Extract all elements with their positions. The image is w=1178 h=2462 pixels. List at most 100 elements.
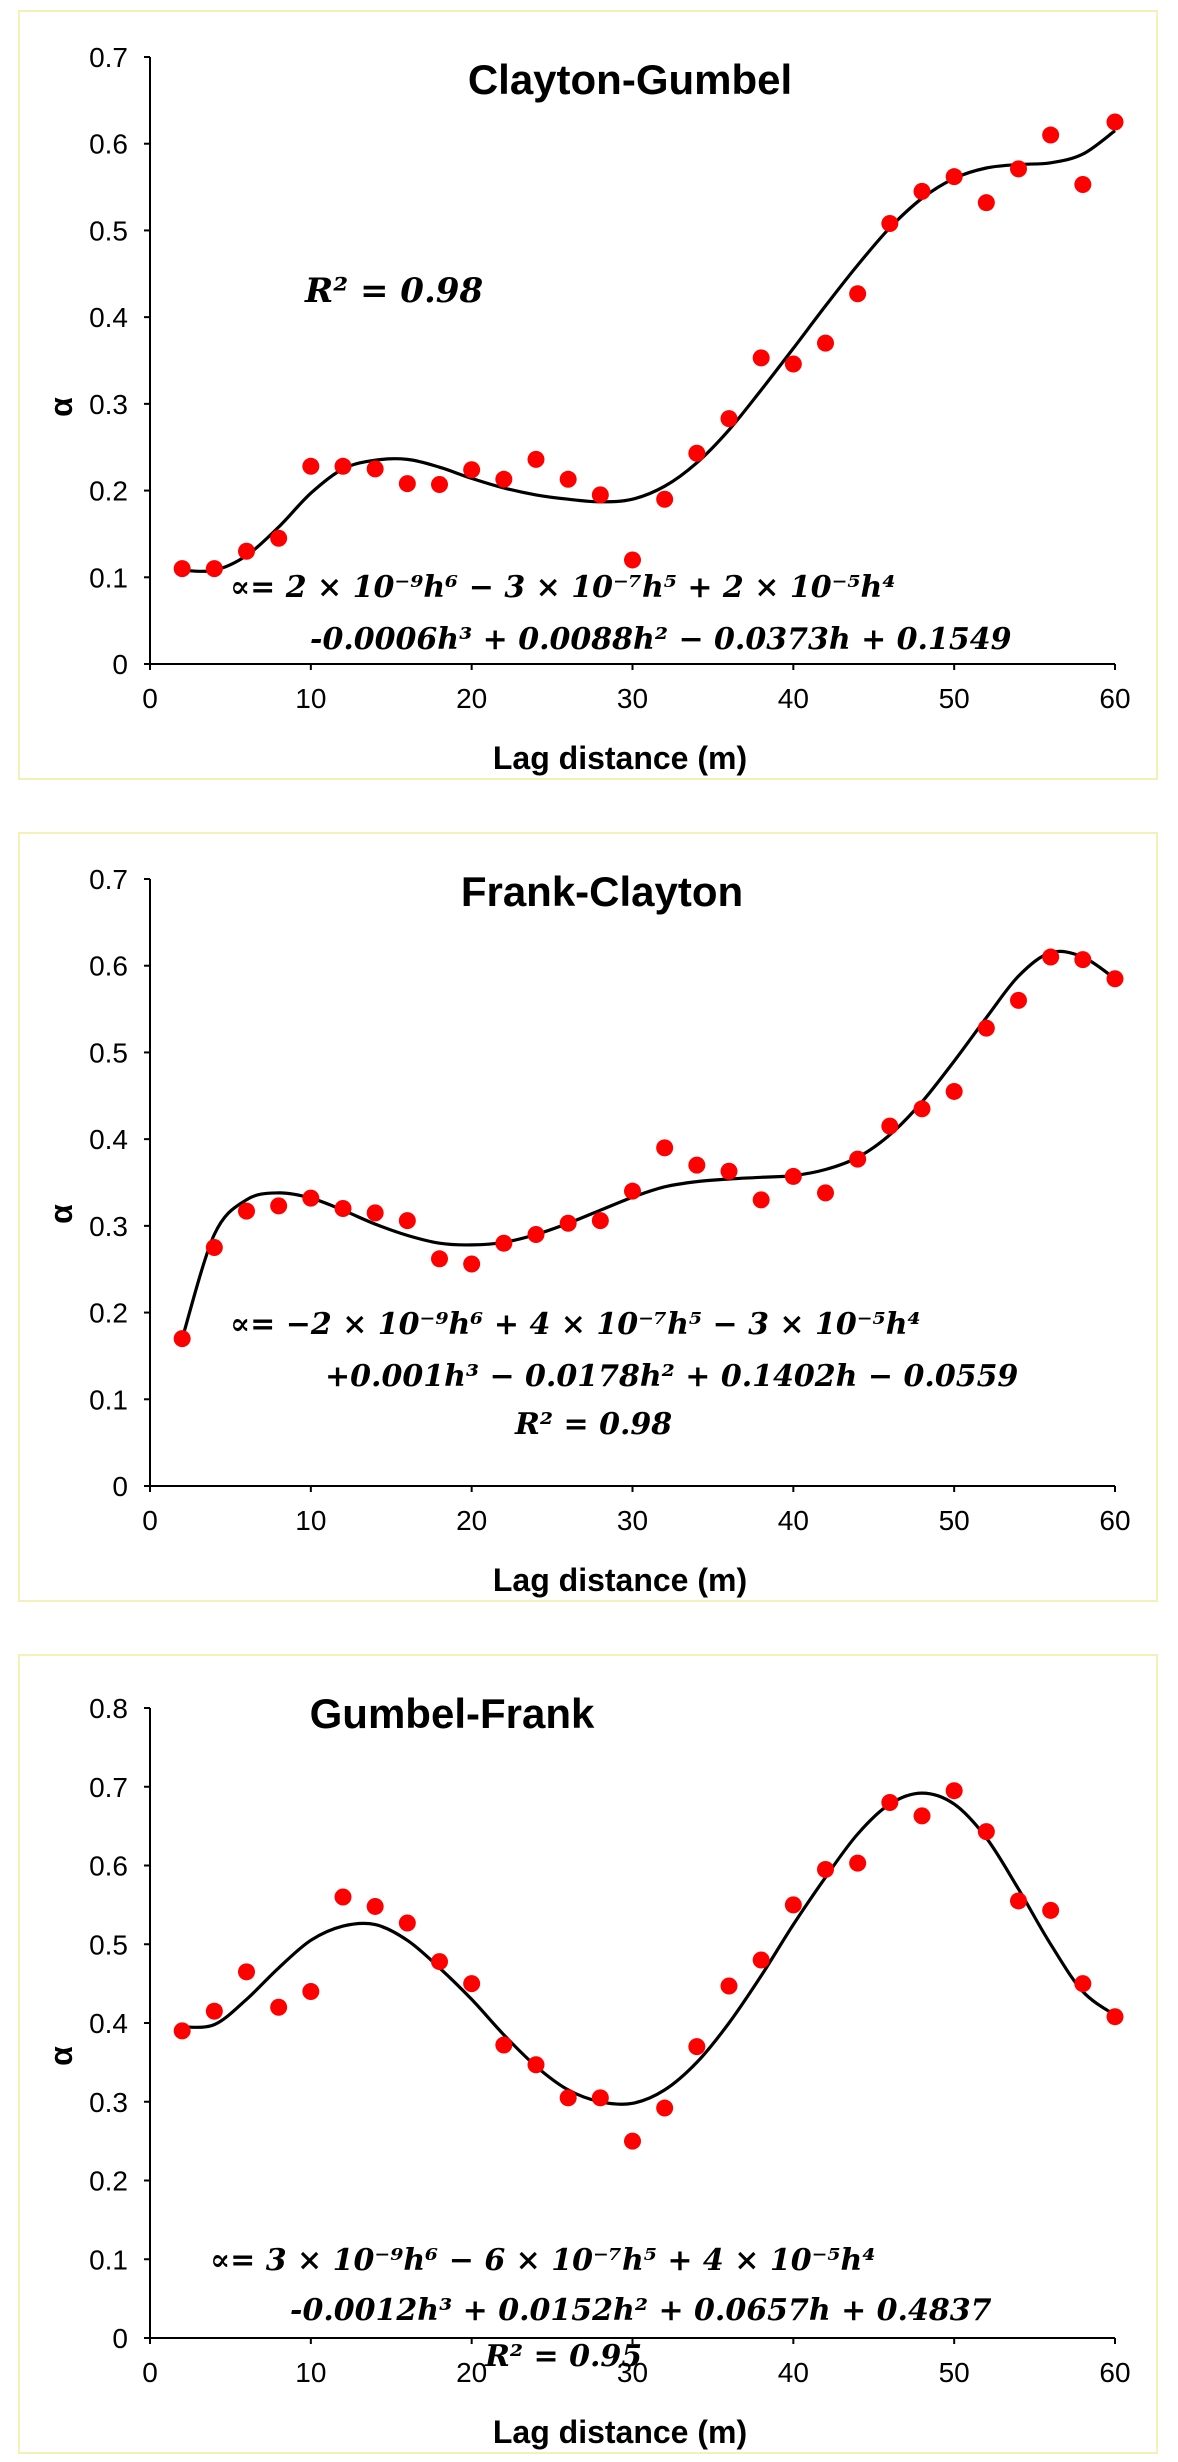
x-tick-label: 60 xyxy=(1099,1505,1130,1536)
trendline-curve xyxy=(180,949,1116,1340)
data-point xyxy=(173,1330,191,1348)
y-tick-label: 0.1 xyxy=(89,562,128,593)
data-point xyxy=(977,1019,995,1037)
data-point xyxy=(624,1182,641,1200)
y-axis-label: α xyxy=(43,397,79,417)
x-axis-label: Lag distance (m) xyxy=(493,1562,747,1598)
r-squared-label: R² = 0.98 xyxy=(514,1407,672,1442)
data-point xyxy=(752,1951,770,1969)
equation-line-2: -0.0006h³ + 0.0088h² − 0.0373h + 0.1549 xyxy=(310,622,1012,657)
data-point xyxy=(205,560,223,578)
chart-svg-clayton-gumbel: 0 0.1 0.2 0.3 0.4 0.5 0.6 0.7 0 10 20 30 40 50 60 Clay… xyxy=(43,42,1131,776)
data-point xyxy=(559,1214,577,1232)
y-tick-label: 0.6 xyxy=(89,951,128,982)
data-point xyxy=(398,1914,416,1932)
data-point xyxy=(591,1212,609,1230)
data-point xyxy=(1010,991,1027,1009)
data-point xyxy=(656,1139,674,1157)
data-point xyxy=(784,355,802,373)
data-point xyxy=(817,1860,834,1878)
x-tick-label: 20 xyxy=(456,2357,487,2388)
data-point xyxy=(205,1239,223,1257)
x-tick-label: 30 xyxy=(617,2357,648,2388)
r-squared-label: R² = 0.95 xyxy=(484,2339,642,2374)
data-point xyxy=(527,1226,545,1244)
data-point xyxy=(1106,113,1124,131)
data-point xyxy=(559,470,577,488)
x-tick-label: 30 xyxy=(617,1505,648,1536)
y-axis-label: α xyxy=(43,1204,79,1224)
data-point xyxy=(752,349,770,367)
data-point xyxy=(238,1202,255,1220)
data-point xyxy=(270,1998,288,2016)
data-point xyxy=(495,470,513,488)
y-tick-label: 0.4 xyxy=(89,302,128,333)
y-tick-label: 0.7 xyxy=(89,42,128,73)
equation-line-2: -0.0012h³ + 0.0152h² + 0.0657h + 0.4837 xyxy=(290,2293,992,2328)
data-point xyxy=(559,2089,577,2107)
y-tick-label: 0.2 xyxy=(89,2166,128,2197)
data-point xyxy=(495,1234,513,1252)
data-point xyxy=(431,1953,448,1971)
data-point xyxy=(784,1167,802,1185)
chart-panel-clayton-gumbel: 0 0.1 0.2 0.3 0.4 0.5 0.6 0.7 0 10 20 30 40 50 60 Clay… xyxy=(18,10,1158,780)
data-point xyxy=(1010,160,1027,178)
y-tick-label: 0.3 xyxy=(89,1211,128,1242)
y-tick-label: 0.6 xyxy=(89,129,128,160)
data-point xyxy=(527,2056,545,2074)
chart-panel-gumbel-frank: 0 0.1 0.2 0.3 0.4 0.5 0.6 0.7 0.8 0 10 20 30 40 50 60 G… xyxy=(18,1654,1158,2454)
chart-title: Clayton-Gumbel xyxy=(468,56,792,103)
equation-line-1: ∝= −2 × 10⁻⁹h⁶ + 4 × 10⁻⁷h⁵ − 3 × 10⁻⁵h⁴ xyxy=(230,1307,921,1342)
x-axis-label: Lag distance (m) xyxy=(493,2414,747,2450)
data-point xyxy=(398,1212,416,1230)
data-point xyxy=(334,1888,352,1906)
data-point xyxy=(624,551,641,569)
data-point xyxy=(1010,1892,1027,1910)
data-point xyxy=(238,542,255,560)
y-tick-label: 0 xyxy=(112,649,128,680)
r-squared-label: R² = 0.98 xyxy=(304,271,483,311)
y-tick-label: 0.7 xyxy=(89,1772,128,1803)
x-tick-label: 0 xyxy=(142,1505,158,1536)
x-tick-label: 10 xyxy=(295,1505,326,1536)
data-point xyxy=(302,1189,320,1207)
data-point xyxy=(1074,1975,1092,1993)
data-point xyxy=(784,1896,802,1914)
x-tick-label: 60 xyxy=(1099,683,1130,714)
x-tick-label: 0 xyxy=(142,683,158,714)
chart-svg-gumbel-frank: 0 0.1 0.2 0.3 0.4 0.5 0.6 0.7 0.8 0 10 20 30 40 50 60 G… xyxy=(43,1690,1131,2450)
x-tick-label: 10 xyxy=(295,2357,326,2388)
data-point xyxy=(527,450,545,468)
chart-svg-frank-clayton: 0 0.1 0.2 0.3 0.4 0.5 0.6 0.7 0 10 20 30 40 50 60 Fran… xyxy=(43,864,1131,1598)
y-tick-label: 0.4 xyxy=(89,1124,128,1155)
data-point xyxy=(463,1975,481,1993)
data-point xyxy=(656,490,674,508)
data-point xyxy=(366,460,384,478)
data-point xyxy=(688,444,706,462)
y-tick-label: 0.5 xyxy=(89,1037,128,1068)
equation-line-1: ∝= 2 × 10⁻⁹h⁶ − 3 × 10⁻⁷h⁵ + 2 × 10⁻⁵h⁴ xyxy=(230,570,896,605)
data-point xyxy=(1042,1901,1060,1919)
plot-area: 0 0.1 0.2 0.3 0.4 0.5 0.6 0.7 0 10 20 30 40 50 60 xyxy=(89,42,1131,714)
data-point xyxy=(431,476,448,494)
x-tick-label: 0 xyxy=(142,2357,158,2388)
trendline-curve xyxy=(182,1791,1116,2106)
data-point xyxy=(334,457,352,475)
data-point xyxy=(173,560,191,578)
x-tick-label: 20 xyxy=(456,1505,487,1536)
data-point xyxy=(334,1200,352,1218)
data-point xyxy=(720,1162,738,1180)
data-point xyxy=(463,1255,481,1273)
y-tick-label: 0.5 xyxy=(89,215,128,246)
data-point xyxy=(624,2132,641,2150)
y-tick-label: 0.7 xyxy=(89,864,128,895)
data-point xyxy=(1042,126,1060,144)
data-point xyxy=(688,2038,706,2056)
data-point xyxy=(688,1156,706,1174)
equation-line-2: +0.001h³ − 0.0178h² + 0.1402h − 0.0559 xyxy=(325,1359,1018,1394)
data-point xyxy=(1106,2008,1124,2026)
data-point xyxy=(720,410,738,428)
data-point xyxy=(431,1250,448,1268)
y-tick-label: 0.2 xyxy=(89,1298,128,1329)
data-point xyxy=(173,2022,191,2040)
